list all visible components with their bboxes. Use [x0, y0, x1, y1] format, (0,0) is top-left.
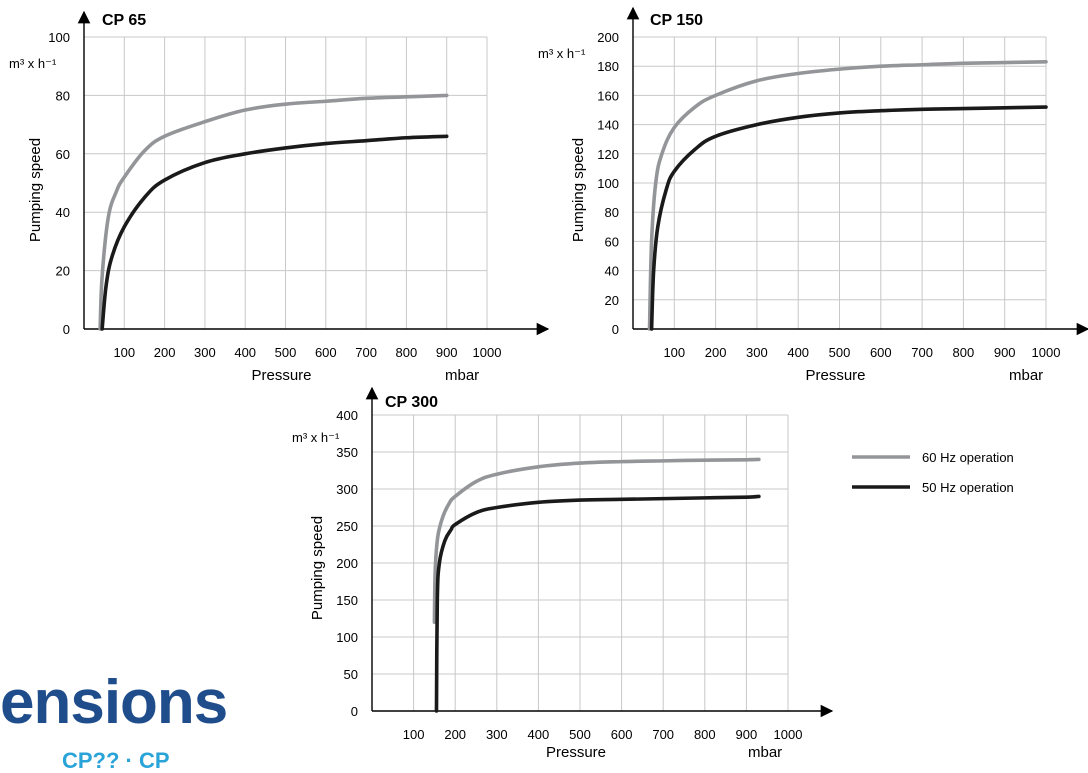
y-tick-label: 40: [56, 205, 70, 220]
series-line-50hz: [100, 134, 449, 331]
x-tick-label: 600: [611, 727, 633, 742]
chart-2: 100 200 300 400 500 600 700 800 900 1000 0 50 100 150…: [292, 386, 834, 761]
x-tick-label: 900: [736, 727, 758, 742]
x-tick-label: 300: [194, 345, 216, 360]
y-tick-label: 140: [597, 118, 619, 133]
x-tick-label: 900: [436, 345, 458, 360]
y-tick-label: 180: [597, 59, 619, 74]
legend-label: 60 Hz operation: [922, 450, 1014, 465]
grid: [633, 36, 1047, 329]
series-line-60hz: [647, 60, 1048, 331]
y-tick-label: 0: [63, 322, 70, 337]
x-tick-label: 600: [315, 345, 337, 360]
y-tick-label: 100: [597, 176, 619, 191]
x-unit-label: mbar: [1009, 367, 1043, 384]
x-tick-label: 700: [911, 345, 933, 360]
x-tick-label: 700: [355, 345, 377, 360]
x-tick-label: 200: [705, 345, 727, 360]
y-tick-label: 40: [605, 264, 619, 279]
brand-logo-text: ensions: [0, 668, 228, 737]
y-tick-label: 80: [605, 205, 619, 220]
y-tick-label: 0: [612, 322, 619, 337]
y-tick-label: 400: [336, 408, 358, 423]
x-tick-label: 500: [569, 727, 591, 742]
x-tick-label: 600: [870, 345, 892, 360]
y-tick-label: 200: [336, 556, 358, 571]
y-tick-label: 100: [336, 630, 358, 645]
y-tick-label: 120: [597, 147, 619, 162]
y-tick-label: 350: [336, 445, 358, 460]
chart-title: CP 150: [650, 12, 703, 29]
chart-1: 100 200 300 400 500 600 700 800 900 1000 0 20 40 60 80…: [538, 6, 1088, 384]
grid: [84, 36, 488, 329]
y-tick-label: 20: [56, 264, 70, 279]
chart-title: CP 65: [102, 12, 146, 29]
x-tick-label: 200: [154, 345, 176, 360]
y-axis-label: Pumping speed: [570, 138, 587, 242]
x-tick-label: 100: [403, 727, 425, 742]
y-tick-label: 80: [56, 88, 70, 103]
y-tick-label: 250: [336, 519, 358, 534]
y-tick-label: 60: [605, 234, 619, 249]
y-tick-label: 50: [344, 667, 358, 682]
y-tick-label: 100: [48, 30, 70, 45]
x-tick-label: 500: [275, 345, 297, 360]
x-unit-label: mbar: [748, 744, 782, 761]
chart-0: 100 200 300 400 500 600 700 800 900 1000 0 20 40 60 80…: [9, 10, 550, 384]
x-tick-label: 900: [994, 345, 1016, 360]
y-unit-label: m³ x h⁻¹: [538, 46, 586, 61]
x-axis-label: Pressure: [251, 367, 311, 384]
y-tick-label: 0: [351, 704, 358, 719]
x-tick-label: 400: [234, 345, 256, 360]
y-tick-label: 160: [597, 88, 619, 103]
y-axis-label: Pumping speed: [309, 516, 326, 620]
x-axis-label: Pressure: [546, 744, 606, 761]
x-tick-label: 1000: [473, 345, 502, 360]
x-tick-label: 800: [396, 345, 418, 360]
x-tick-label: 1000: [774, 727, 803, 742]
series-line-50hz: [649, 105, 1048, 331]
brand-subtext: CP?? · CP: [62, 748, 170, 773]
y-tick-label: 300: [336, 482, 358, 497]
chart-legend: 60 Hz operation 50 Hz operation: [852, 450, 1014, 495]
series-line-50hz: [434, 494, 761, 713]
x-tick-label: 1000: [1032, 345, 1061, 360]
x-tick-label: 700: [652, 727, 674, 742]
y-tick-label: 60: [56, 147, 70, 162]
x-tick-label: 400: [787, 345, 809, 360]
x-tick-label: 500: [829, 345, 851, 360]
x-tick-label: 800: [694, 727, 716, 742]
x-tick-label: 300: [746, 345, 768, 360]
x-tick-label: 200: [444, 727, 466, 742]
y-tick-label: 200: [597, 30, 619, 45]
x-unit-label: mbar: [445, 367, 479, 384]
y-unit-label: m³ x h⁻¹: [292, 430, 340, 445]
y-tick-label: 20: [605, 293, 619, 308]
x-tick-label: 800: [953, 345, 975, 360]
x-tick-label: 100: [113, 345, 135, 360]
x-tick-label: 100: [663, 345, 685, 360]
y-unit-label: m³ x h⁻¹: [9, 56, 57, 71]
x-tick-label: 400: [528, 727, 550, 742]
series-line-60hz: [432, 457, 761, 624]
chart-title: CP 300: [385, 394, 438, 411]
x-tick-label: 300: [486, 727, 508, 742]
y-tick-label: 150: [336, 593, 358, 608]
series-line-60hz: [98, 93, 449, 331]
legend-label: 50 Hz operation: [922, 480, 1014, 495]
x-axis-label: Pressure: [805, 367, 865, 384]
y-axis-label: Pumping speed: [27, 138, 44, 242]
